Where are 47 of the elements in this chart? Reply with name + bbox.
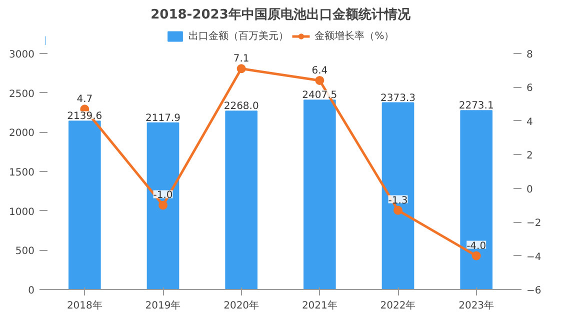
data-label: 7.1: [233, 54, 250, 65]
bar: [68, 120, 101, 290]
y2-tick-label: −2: [526, 218, 542, 230]
y-tick-label: 1500: [9, 168, 35, 178]
data-label: 6.4: [312, 65, 328, 76]
x-tick-label: 2022年: [380, 300, 416, 312]
data-label: 4.7: [76, 94, 93, 106]
point: [394, 206, 402, 215]
y2-tick-label: 8: [526, 50, 533, 60]
legend-label: 金额增长率（%）: [314, 30, 394, 43]
x-tick-label: 2020年: [224, 300, 260, 312]
data-label: 2117.9: [146, 112, 181, 124]
point: [472, 251, 481, 260]
x-tick-label: 2018年: [66, 300, 102, 312]
y2-tick-label: 6: [526, 83, 533, 94]
bar: [146, 122, 180, 290]
y2-tick-label: 4: [526, 116, 533, 128]
y-tick-label: 500: [15, 246, 35, 258]
point: [315, 76, 324, 85]
data-label: -4.0: [466, 240, 486, 252]
point: [158, 200, 168, 210]
chart-title: 2018-2023年中国原电池出口金额统计情况: [150, 6, 412, 22]
y-tick-label: 2500: [9, 88, 35, 100]
data-label: -1.0: [153, 190, 173, 202]
data-label: 2407.5: [302, 90, 338, 102]
y-tick-label: 3000: [9, 50, 35, 60]
y-tick-label: 2000: [9, 128, 35, 140]
y2-tick-label: −4: [526, 252, 542, 263]
bar: [382, 102, 414, 290]
y2-tick-label: 0: [526, 184, 533, 196]
y-tick-label: 0: [28, 286, 35, 296]
y-tick-label: 1000: [9, 206, 35, 218]
y2-tick-label: −6: [526, 286, 542, 296]
data-label: 2273.1: [458, 100, 494, 112]
bar: [304, 100, 336, 290]
y2-tick-label: 2: [526, 150, 533, 162]
bar: [225, 110, 258, 290]
data-label: 2373.3: [380, 92, 416, 104]
data-label: 2268.0: [224, 101, 259, 112]
legend-label: 出口金额（百万美元）: [188, 30, 289, 43]
data-label: 2139.6: [67, 111, 102, 122]
x-tick-label: 2019年: [145, 300, 181, 312]
point: [236, 64, 246, 74]
bar: [460, 110, 492, 290]
x-tick-label: 2021年: [302, 300, 338, 312]
data-label: -1.3: [388, 195, 408, 206]
x-tick-label: 2023年: [458, 300, 494, 312]
